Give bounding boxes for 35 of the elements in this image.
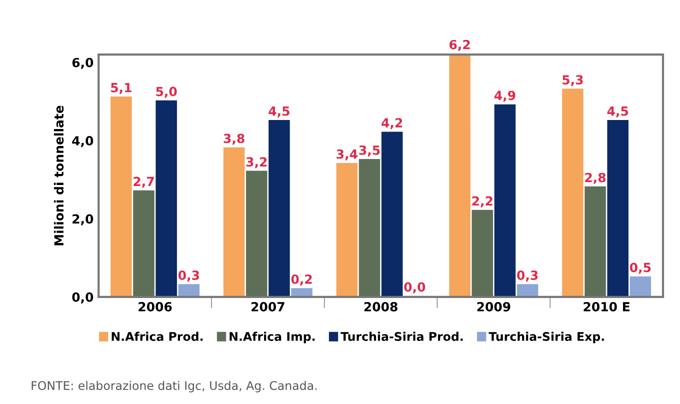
data-label: 2,8: [585, 172, 606, 184]
x-tick-label: 2007: [252, 302, 284, 312]
y-tick-label: 6,0: [72, 58, 94, 69]
legend-label: Turchia-Siria Prod.: [340, 332, 463, 341]
y-axis-title: Milioni di tonnellate: [54, 106, 64, 246]
legend-label: N.Africa Imp.: [230, 332, 315, 344]
data-label: 0,5: [630, 262, 651, 274]
legend-label: N.Africa Prod.: [112, 332, 203, 341]
data-label: 5,0: [156, 86, 177, 98]
data-label: 4,2: [382, 118, 402, 130]
data-label: 5,3: [562, 75, 583, 86]
data-label: 6,2: [450, 40, 470, 51]
legend-label: Turchia-Siria Exp.: [488, 332, 604, 344]
data-label: 2,2: [472, 196, 492, 208]
data-label: 3,2: [246, 157, 267, 168]
data-label: 3,4: [336, 149, 358, 160]
data-label: 3,5: [359, 145, 380, 156]
x-tick-label: 2009: [477, 302, 510, 312]
y-tick-label: 4,0: [72, 136, 94, 148]
data-label: 5,1: [111, 83, 132, 94]
data-label: 0,0: [404, 282, 426, 294]
data-label: 4,9: [494, 90, 516, 102]
data-label: 2,7: [134, 176, 154, 188]
data-label: 3,8: [224, 134, 244, 145]
data-label: 4,5: [607, 106, 628, 118]
data-label: 0,2: [291, 274, 312, 286]
data-label: 4,5: [268, 106, 290, 118]
x-tick-label: 2008: [364, 302, 398, 312]
data-label: 0,3: [178, 270, 199, 282]
data-label: 0,3: [517, 270, 538, 282]
x-tick-label: 2010 E: [584, 302, 630, 312]
source-note: FONTE: elaborazione dati Igc, Usda, Ag. Canada.: [32, 380, 317, 392]
x-tick-label: 2006: [138, 302, 172, 312]
y-tick-label: 0,0: [72, 292, 94, 304]
y-tick-label: 2,0: [72, 214, 94, 226]
